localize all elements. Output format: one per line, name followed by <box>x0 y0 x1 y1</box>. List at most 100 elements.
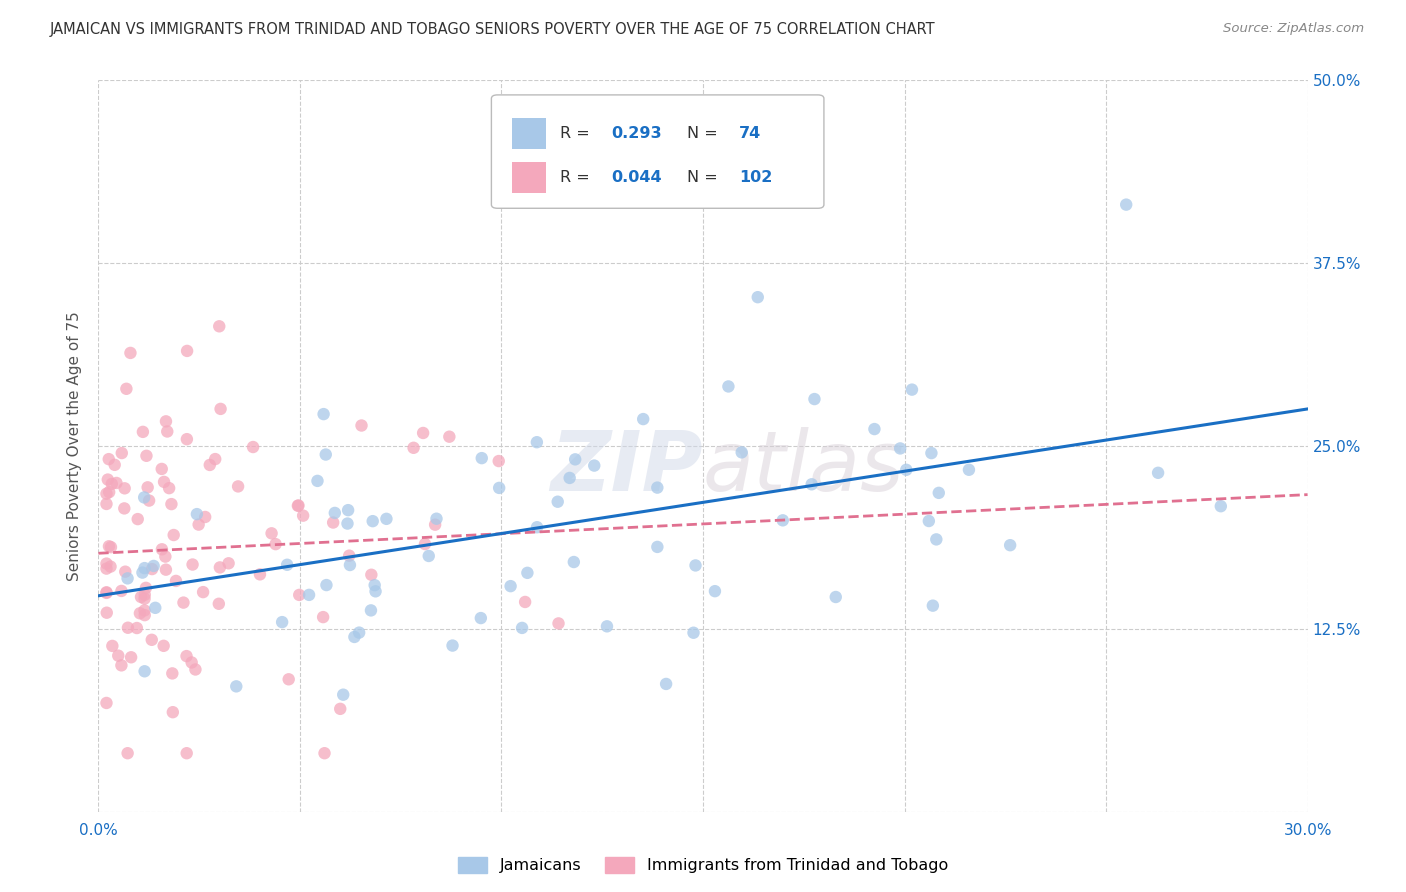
Point <box>100 540 122 554</box>
Point <box>141 562 163 576</box>
Point <box>312 610 335 624</box>
Point <box>564 452 586 467</box>
Point <box>264 537 287 551</box>
Text: N =: N = <box>688 170 723 185</box>
Point <box>180 656 202 670</box>
Point <box>928 486 950 500</box>
Point <box>97 473 120 487</box>
Point <box>134 665 156 679</box>
Point <box>135 581 157 595</box>
Point <box>1147 466 1170 480</box>
Point <box>287 499 309 513</box>
Point <box>402 441 425 455</box>
Point <box>143 600 166 615</box>
Point <box>1115 197 1137 211</box>
Point <box>772 513 794 527</box>
Point <box>104 458 127 472</box>
Point <box>470 611 492 625</box>
Point <box>218 556 240 570</box>
Point <box>703 584 725 599</box>
Point <box>800 477 823 491</box>
Point <box>747 290 769 304</box>
Point <box>547 494 569 508</box>
Point <box>558 471 581 485</box>
Point <box>364 584 387 599</box>
Point <box>526 435 548 450</box>
Point <box>191 585 214 599</box>
Point <box>97 539 120 553</box>
Point <box>97 452 120 467</box>
Point <box>488 454 510 468</box>
Point <box>336 516 359 531</box>
Point <box>711 169 734 183</box>
Point <box>439 430 461 444</box>
Text: JAMAICAN VS IMMIGRANTS FROM TRINIDAD AND TOBAGO SENIORS POVERTY OVER THE AGE OF : JAMAICAN VS IMMIGRANTS FROM TRINIDAD AND… <box>49 22 935 37</box>
Point <box>998 538 1021 552</box>
Point <box>889 442 911 456</box>
Point <box>194 510 217 524</box>
Point <box>287 499 309 513</box>
Point <box>111 446 134 460</box>
Point <box>288 588 311 602</box>
FancyBboxPatch shape <box>492 95 824 209</box>
Legend: Jamaicans, Immigrants from Trinidad and Tobago: Jamaicans, Immigrants from Trinidad and … <box>451 850 955 880</box>
Point <box>363 578 385 592</box>
Point <box>138 493 160 508</box>
Point <box>120 346 142 360</box>
Point <box>685 558 707 573</box>
Point <box>292 508 315 523</box>
Point <box>510 621 533 635</box>
Point <box>1209 499 1232 513</box>
Point <box>96 606 118 620</box>
Point <box>901 383 924 397</box>
Point <box>110 658 132 673</box>
Point <box>150 542 173 557</box>
Point <box>339 558 361 572</box>
Point <box>350 418 373 433</box>
Point <box>136 480 159 494</box>
Point <box>176 432 198 446</box>
Point <box>920 446 942 460</box>
Point <box>329 702 352 716</box>
Point <box>96 557 118 571</box>
Point <box>332 688 354 702</box>
Point <box>134 591 156 606</box>
Point <box>315 578 337 592</box>
Point <box>153 475 176 489</box>
Text: atlas: atlas <box>703 427 904 508</box>
Text: R =: R = <box>561 126 595 141</box>
Point <box>142 558 165 573</box>
Point <box>160 497 183 511</box>
Point <box>226 479 249 493</box>
Point <box>204 452 226 467</box>
Point <box>647 481 669 495</box>
Point <box>803 392 825 406</box>
Point <box>655 677 678 691</box>
Point <box>117 746 139 760</box>
Point <box>162 705 184 719</box>
Y-axis label: Seniors Poverty Over the Age of 75: Seniors Poverty Over the Age of 75 <box>67 311 83 581</box>
Point <box>360 567 382 582</box>
Point <box>314 746 336 760</box>
Point <box>208 597 231 611</box>
Point <box>412 425 434 440</box>
Point <box>157 481 180 495</box>
Point <box>114 565 136 579</box>
Point <box>347 625 370 640</box>
Point <box>184 663 207 677</box>
Point <box>276 558 298 572</box>
Point <box>249 567 271 582</box>
Point <box>423 517 446 532</box>
Point <box>513 595 536 609</box>
Point <box>583 458 606 473</box>
Point <box>129 590 152 604</box>
FancyBboxPatch shape <box>512 162 546 193</box>
Point <box>198 458 221 472</box>
Point <box>134 588 156 602</box>
Point <box>163 528 186 542</box>
Point <box>307 474 329 488</box>
Point <box>181 558 204 572</box>
Point <box>112 501 135 516</box>
Point <box>277 673 299 687</box>
Point <box>100 559 122 574</box>
